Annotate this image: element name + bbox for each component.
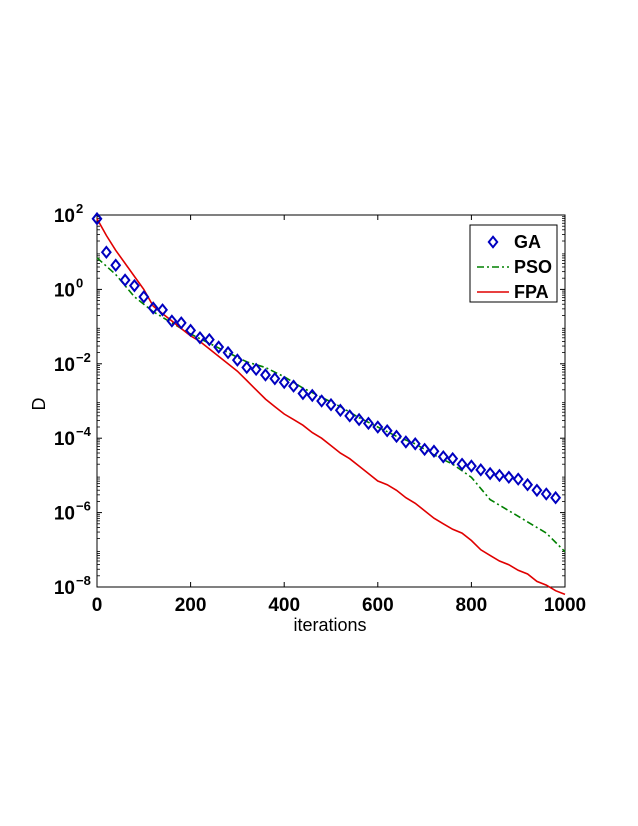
data-point-ga <box>259 368 271 382</box>
data-point-ga <box>334 403 346 418</box>
y-tick-label: 10 <box>54 206 75 227</box>
data-point-ga <box>362 416 374 431</box>
data-point-ga <box>409 436 421 451</box>
x-tick-label: 400 <box>268 595 300 616</box>
x-axis-label: iterations <box>293 615 366 635</box>
data-point-ga <box>194 330 206 345</box>
data-point-ga <box>353 412 365 427</box>
data-point-ga <box>100 245 112 259</box>
y-tick-label: 10 <box>54 429 75 450</box>
data-point-ga <box>91 211 103 226</box>
data-point-ga <box>381 423 393 438</box>
y-tick-exponent: 0 <box>76 275 83 290</box>
y-tick-label: 10 <box>54 355 75 376</box>
data-point-ga <box>428 444 440 459</box>
data-point-ga <box>241 360 253 375</box>
y-tick-label: 10 <box>54 280 75 301</box>
data-point-ga <box>110 258 122 273</box>
y-tick-exponent: 2 <box>76 201 83 216</box>
data-point-ga <box>531 483 543 498</box>
data-point-ga <box>231 353 243 367</box>
x-tick-label: 600 <box>362 595 394 616</box>
x-tick-label: 200 <box>175 595 207 616</box>
data-point-ga <box>503 470 515 485</box>
data-point-ga <box>316 394 328 408</box>
data-point-ga <box>297 386 309 401</box>
legend-label-fpa: FPA <box>514 282 549 302</box>
data-point-ga <box>269 371 281 386</box>
data-point-ga <box>278 375 290 390</box>
y-tick-exponent: −4 <box>76 424 92 439</box>
data-point-ga <box>391 429 403 444</box>
data-point-ga <box>465 459 477 473</box>
x-tick-label: 0 <box>92 595 103 616</box>
y-tick-exponent: −2 <box>76 350 91 365</box>
data-point-ga <box>372 420 384 434</box>
legend-label-pso: PSO <box>514 257 552 277</box>
data-point-ga <box>475 463 487 477</box>
data-point-ga <box>147 301 159 315</box>
y-tick-label: 10 <box>54 504 75 525</box>
series-line-pso <box>96 257 566 553</box>
data-point-ga <box>119 273 131 287</box>
data-point-ga <box>484 466 496 481</box>
data-point-ga <box>222 345 234 360</box>
data-point-ga <box>157 303 169 317</box>
y-tick-exponent: −6 <box>76 499 91 514</box>
data-point-ga <box>288 379 300 393</box>
y-tick-label: 10 <box>54 578 75 599</box>
data-point-ga <box>138 290 150 304</box>
data-point-ga <box>512 472 524 486</box>
data-point-ga <box>400 435 412 449</box>
data-point-ga <box>447 451 459 466</box>
x-tick-label: 800 <box>456 595 488 616</box>
data-point-ga <box>325 397 337 412</box>
x-tick-label: 1000 <box>544 595 586 616</box>
data-point-ga <box>522 477 534 492</box>
data-point-ga <box>456 457 468 472</box>
legend-entries: GA PSO FPA <box>477 232 552 302</box>
data-point-ga <box>419 442 431 457</box>
data-point-ga <box>166 314 178 328</box>
data-point-ga <box>213 340 225 354</box>
data-point-ga <box>493 468 505 483</box>
data-point-ga <box>550 490 562 505</box>
data-point-ga <box>175 316 187 330</box>
data-point-ga <box>540 487 552 501</box>
legend-marker-ga <box>487 235 499 249</box>
y-axis-label: D <box>29 398 49 411</box>
series-group <box>91 211 566 596</box>
data-point-ga <box>437 450 449 464</box>
data-point-ga <box>128 278 140 293</box>
data-point-ga <box>203 332 215 347</box>
legend: GA PSO FPA <box>469 224 558 303</box>
y-tick-exponent: −8 <box>76 573 91 588</box>
data-point-ga <box>185 323 197 338</box>
legend-box <box>469 224 558 303</box>
data-point-ga <box>344 409 356 423</box>
data-point-ga <box>250 362 262 377</box>
legend-label-ga: GA <box>514 232 541 252</box>
x-tick-labels: 0 200 400 600 800 1000 <box>92 595 586 616</box>
axis-ticks <box>96 214 566 588</box>
data-point-ga <box>306 388 318 403</box>
